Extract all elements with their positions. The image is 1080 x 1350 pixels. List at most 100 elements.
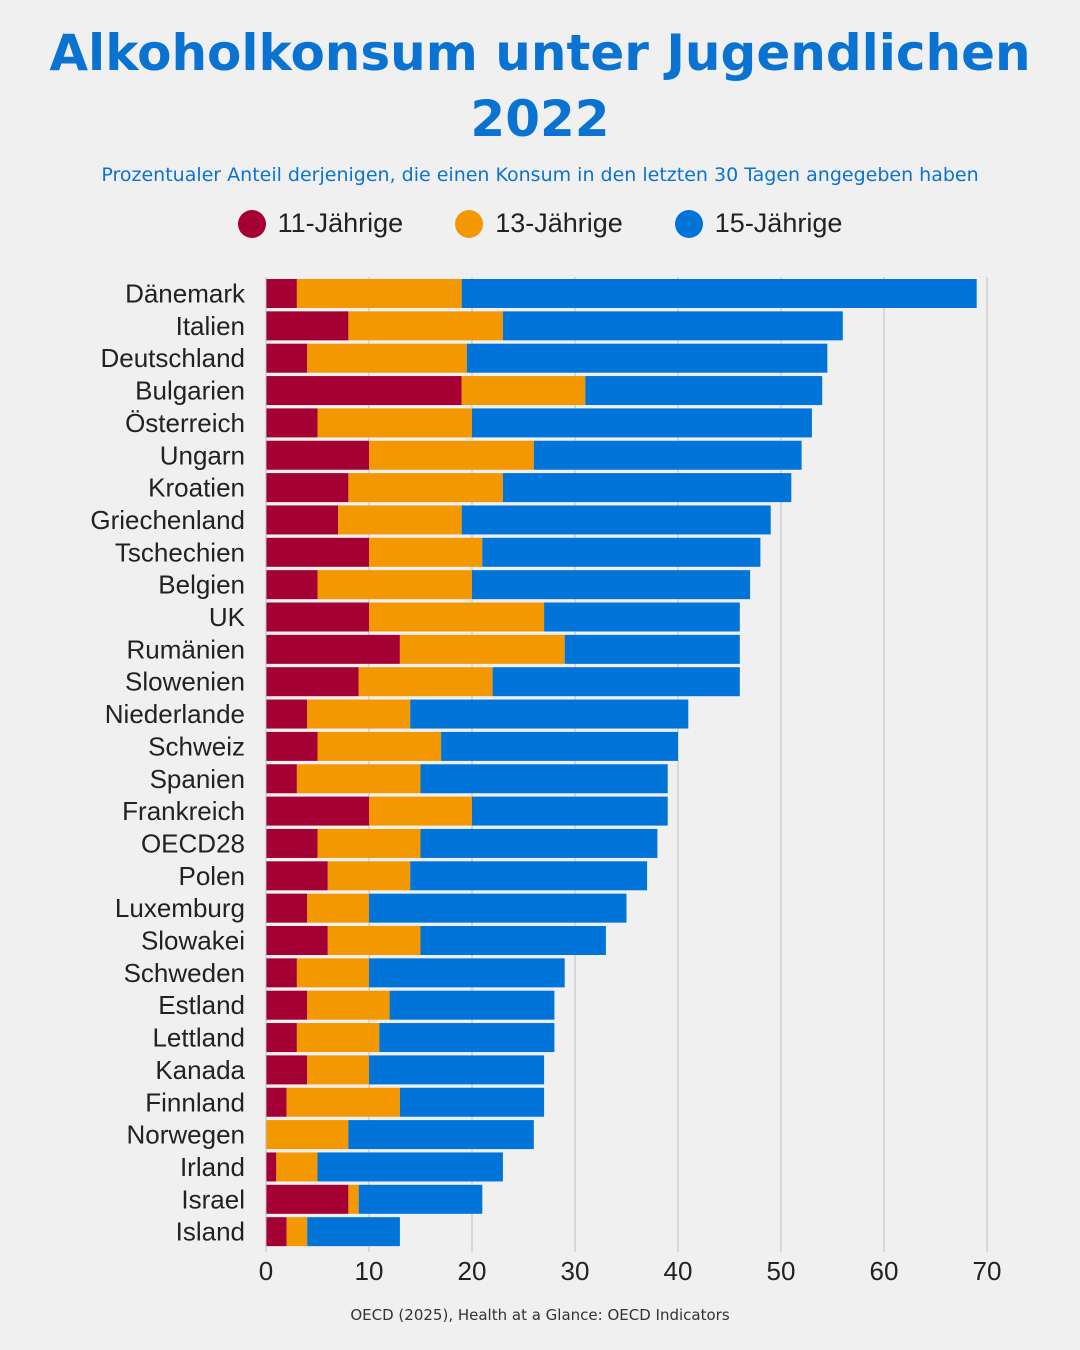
legend-swatch bbox=[237, 209, 266, 238]
category-label: Dänemark bbox=[125, 279, 246, 309]
bar-segment-2 bbox=[307, 1055, 369, 1085]
bar-segment-1 bbox=[266, 440, 369, 470]
category-label: Italien bbox=[176, 311, 245, 341]
bar-segment-2 bbox=[296, 1023, 380, 1053]
category-label: Luxemburg bbox=[115, 893, 245, 923]
bar-segment-3 bbox=[420, 926, 606, 955]
bar-segment-3 bbox=[461, 505, 771, 535]
bar-segment-2 bbox=[399, 634, 565, 664]
bar-segment-3 bbox=[307, 1217, 400, 1247]
x-tick-label: 60 bbox=[870, 1256, 899, 1286]
bar-segment-3 bbox=[502, 311, 843, 341]
bar-segment-2 bbox=[276, 1152, 318, 1182]
legend-item-15: 15-Jährige bbox=[674, 208, 843, 239]
x-tick-label: 40 bbox=[664, 1256, 693, 1286]
category-label: Bulgarien bbox=[135, 376, 245, 406]
x-tick-label: 70 bbox=[973, 1256, 1002, 1286]
bar-segment-3 bbox=[358, 1184, 483, 1214]
bar-segment-2 bbox=[348, 1184, 359, 1214]
bar-segment-3 bbox=[466, 343, 828, 373]
bar-segment-2 bbox=[286, 1087, 400, 1117]
bar-segment-3 bbox=[544, 602, 740, 632]
category-label: Deutschland bbox=[100, 343, 245, 373]
bar-segment-1 bbox=[266, 408, 318, 438]
bar-segment-2 bbox=[348, 311, 503, 341]
category-label: Schweden bbox=[124, 958, 245, 988]
bar-segment-3 bbox=[472, 408, 812, 438]
bar-segment-1 bbox=[266, 1152, 277, 1182]
bar-segment-3 bbox=[461, 279, 977, 308]
bar-segment-2 bbox=[296, 764, 421, 794]
category-label: Rumänien bbox=[126, 634, 245, 664]
category-label: Island bbox=[176, 1217, 245, 1247]
category-label: Tschechien bbox=[115, 537, 245, 567]
bar-segment-1 bbox=[266, 861, 328, 891]
bar-segment-1 bbox=[266, 343, 308, 373]
chart-subtitle: Prozentualer Anteil derjenigen, die eine… bbox=[101, 164, 979, 186]
category-label: OECD28 bbox=[141, 828, 245, 858]
category-label: Belgien bbox=[158, 570, 245, 600]
bar-segment-2 bbox=[317, 570, 472, 600]
bar-segment-2 bbox=[327, 926, 421, 955]
category-label: Finnland bbox=[145, 1087, 245, 1117]
bar-segment-2 bbox=[369, 537, 483, 567]
bar-segment-3 bbox=[317, 1152, 503, 1182]
category-label: Norwegen bbox=[126, 1120, 245, 1150]
bar-segment-1 bbox=[266, 1217, 287, 1247]
bar-segment-2 bbox=[369, 440, 534, 470]
category-label: Slowakei bbox=[141, 926, 245, 956]
bar-segment-2 bbox=[317, 731, 442, 761]
bar-segment-3 bbox=[564, 634, 740, 664]
bar-segment-1 bbox=[266, 537, 369, 567]
bar-segment-2 bbox=[307, 893, 369, 923]
x-tick-label: 30 bbox=[561, 1256, 590, 1286]
bar-segment-1 bbox=[266, 570, 318, 600]
bar-segment-1 bbox=[266, 1184, 349, 1214]
bar-segment-2 bbox=[348, 473, 503, 503]
bar-segment-1 bbox=[266, 505, 339, 535]
bar-segment-3 bbox=[348, 1120, 534, 1150]
source-note: OECD (2025), Health at a Glance: OECD In… bbox=[350, 1306, 730, 1324]
bar-segment-3 bbox=[399, 1087, 545, 1117]
bar-segment-3 bbox=[482, 537, 761, 567]
bar-segment-2 bbox=[296, 279, 462, 308]
bar-segment-2 bbox=[369, 602, 545, 632]
bar-segment-3 bbox=[533, 440, 802, 470]
bar-segment-3 bbox=[472, 796, 668, 826]
bar-segment-2 bbox=[338, 505, 462, 535]
bar-segment-1 bbox=[266, 828, 318, 858]
x-tick-label: 50 bbox=[767, 1256, 796, 1286]
bar-segment-2 bbox=[327, 861, 411, 891]
bar-segment-3 bbox=[389, 990, 555, 1020]
category-label: Österreich bbox=[125, 408, 245, 438]
bar-segment-2 bbox=[369, 796, 472, 826]
bar-segment-2 bbox=[461, 376, 586, 406]
bar-segment-1 bbox=[266, 1055, 308, 1085]
bar-segment-1 bbox=[266, 926, 328, 955]
category-label: Frankreich bbox=[122, 796, 245, 826]
bar-segment-1 bbox=[266, 764, 297, 794]
legend-swatch bbox=[674, 209, 703, 238]
bar-segment-1 bbox=[266, 473, 349, 503]
bar-segment-3 bbox=[441, 731, 678, 761]
legend-label: 15-Jährige bbox=[714, 208, 843, 238]
category-label: Ungarn bbox=[160, 440, 245, 470]
x-tick-label: 10 bbox=[355, 1256, 384, 1286]
x-tick-label: 20 bbox=[458, 1256, 487, 1286]
category-label: Irland bbox=[180, 1152, 245, 1182]
legend-item-13: 13-Jährige bbox=[455, 208, 623, 239]
category-label: Niederlande bbox=[105, 699, 245, 729]
bar-segment-1 bbox=[266, 602, 369, 632]
category-label: Slowenien bbox=[125, 667, 245, 697]
legend-item-11: 11-Jährige bbox=[237, 208, 403, 239]
bar-segment-1 bbox=[266, 634, 400, 664]
bar-segment-1 bbox=[266, 958, 297, 988]
legend: 11-Jährige 13-Jährige 15-Jährige bbox=[0, 208, 1080, 239]
bar-segment-3 bbox=[492, 667, 740, 697]
legend-label: 13-Jährige bbox=[495, 208, 623, 238]
bar-segment-2 bbox=[266, 1120, 349, 1150]
bar-segment-2 bbox=[307, 990, 390, 1020]
bar-segment-1 bbox=[266, 311, 349, 341]
bar-segment-2 bbox=[286, 1217, 308, 1247]
